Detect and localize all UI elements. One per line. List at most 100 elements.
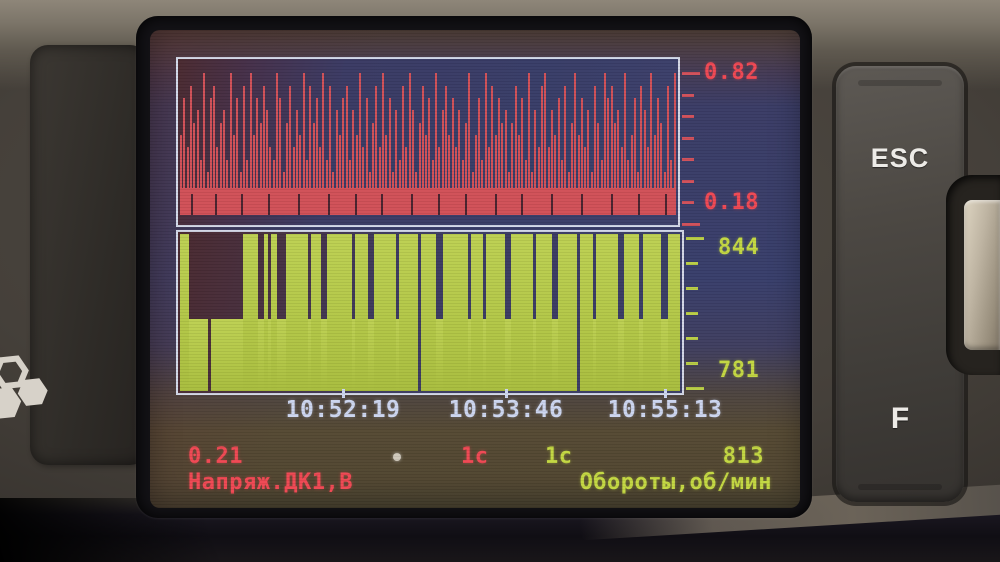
chart-bar bbox=[302, 73, 305, 215]
chart-bar bbox=[405, 147, 408, 215]
chart-bar bbox=[351, 318, 355, 391]
chart-bar bbox=[455, 234, 459, 391]
chart-bar bbox=[198, 318, 202, 391]
chart-bar bbox=[233, 134, 235, 215]
chart-bar bbox=[557, 97, 560, 215]
chart-bar bbox=[196, 110, 199, 215]
chart-bar bbox=[420, 234, 424, 391]
chart-bar bbox=[305, 159, 308, 215]
rpm-chart bbox=[176, 230, 684, 395]
chart-bar bbox=[498, 97, 500, 215]
axis-tick bbox=[686, 362, 698, 365]
chart-bar bbox=[180, 134, 182, 215]
chart-bar bbox=[375, 85, 378, 215]
chart-bar bbox=[213, 85, 216, 215]
chart-bar bbox=[272, 159, 275, 215]
chart-bar bbox=[438, 147, 441, 215]
chart-bar bbox=[320, 318, 324, 391]
chart-bar bbox=[461, 234, 465, 391]
chart-bar bbox=[594, 85, 597, 215]
chart-bar bbox=[380, 234, 384, 391]
time-label: 10:53:46 bbox=[448, 397, 564, 423]
chart-bar bbox=[461, 159, 464, 215]
chart-bar bbox=[514, 234, 518, 391]
chart-bar bbox=[392, 234, 396, 391]
chart-bar bbox=[262, 85, 265, 215]
chart-bar bbox=[458, 234, 462, 391]
device-screen: 0.82 0.18 844 781 10:52:19 10:53:46 10:5… bbox=[150, 30, 800, 508]
chart-bar bbox=[276, 73, 279, 215]
chart-bar bbox=[498, 234, 502, 391]
chart-bar bbox=[657, 97, 659, 215]
axis-tick bbox=[686, 262, 698, 265]
voltage-sweep-value: 1с bbox=[461, 444, 489, 469]
esc-button[interactable]: ESC bbox=[836, 66, 964, 262]
chart-bar bbox=[339, 134, 341, 215]
chart-bar bbox=[249, 73, 252, 215]
chart-bar bbox=[639, 318, 643, 391]
chart-bar bbox=[655, 234, 659, 391]
rpm-sweep-value: 1с bbox=[545, 444, 573, 469]
axis-tick bbox=[682, 201, 694, 204]
chart-bar bbox=[315, 97, 318, 215]
chart-bar bbox=[439, 318, 443, 391]
chart-bar bbox=[362, 147, 365, 215]
chart-bar bbox=[398, 159, 401, 215]
chart-bar bbox=[584, 147, 587, 215]
axis-tick bbox=[686, 237, 704, 240]
chart-bar bbox=[442, 234, 446, 391]
chart-bar bbox=[614, 234, 618, 391]
chart-bar bbox=[355, 234, 359, 391]
chart-notch bbox=[611, 194, 614, 215]
chart-bar bbox=[617, 318, 621, 391]
axis-tick bbox=[682, 158, 694, 161]
chart-bar bbox=[323, 318, 327, 391]
chart-bar bbox=[411, 234, 415, 391]
chart-bar bbox=[574, 73, 577, 215]
chart-bar bbox=[611, 234, 615, 391]
chart-bar bbox=[645, 234, 649, 391]
chart-bar bbox=[217, 318, 221, 391]
chart-bar bbox=[236, 318, 240, 391]
chart-bar bbox=[664, 318, 668, 391]
chart-bar bbox=[630, 234, 634, 391]
chart-bar bbox=[504, 110, 507, 215]
chart-bar bbox=[408, 73, 411, 215]
chart-bar bbox=[335, 110, 338, 215]
chart-bar bbox=[192, 318, 196, 391]
chart-bar bbox=[401, 85, 404, 215]
chart-bar bbox=[405, 234, 409, 391]
chart-bar bbox=[544, 73, 547, 215]
chart-bar bbox=[492, 234, 496, 391]
side-silver-button[interactable] bbox=[964, 200, 1000, 350]
f-button[interactable]: F bbox=[836, 306, 964, 502]
chart-bar bbox=[386, 234, 390, 391]
chart-bar bbox=[560, 159, 563, 215]
chart-bar bbox=[267, 318, 271, 391]
axis-tick bbox=[682, 94, 694, 97]
chart-bar bbox=[454, 147, 457, 215]
chart-bar bbox=[627, 159, 630, 215]
chart-bar bbox=[517, 134, 520, 215]
chart-bar bbox=[561, 234, 565, 391]
chart-bar bbox=[551, 110, 553, 215]
chart-bar bbox=[382, 73, 385, 215]
chart-bar bbox=[330, 234, 334, 391]
rpm-axis-max-label: 844 bbox=[718, 235, 760, 260]
chart-bar bbox=[651, 234, 655, 391]
axis-tick bbox=[682, 115, 694, 118]
chart-bar bbox=[219, 122, 222, 215]
chart-bar bbox=[640, 85, 643, 215]
chart-bar bbox=[283, 318, 287, 391]
axis-tick bbox=[686, 337, 698, 340]
chart-bar bbox=[358, 234, 362, 391]
chart-bar bbox=[322, 73, 325, 215]
chart-bar bbox=[545, 234, 549, 391]
chart-bar bbox=[209, 97, 212, 215]
chart-bar bbox=[373, 234, 377, 391]
chart-bar bbox=[607, 97, 610, 215]
chart-bar bbox=[342, 97, 345, 215]
chart-bar bbox=[426, 234, 430, 391]
axis-tick bbox=[682, 180, 694, 183]
axis-tick bbox=[682, 137, 694, 140]
